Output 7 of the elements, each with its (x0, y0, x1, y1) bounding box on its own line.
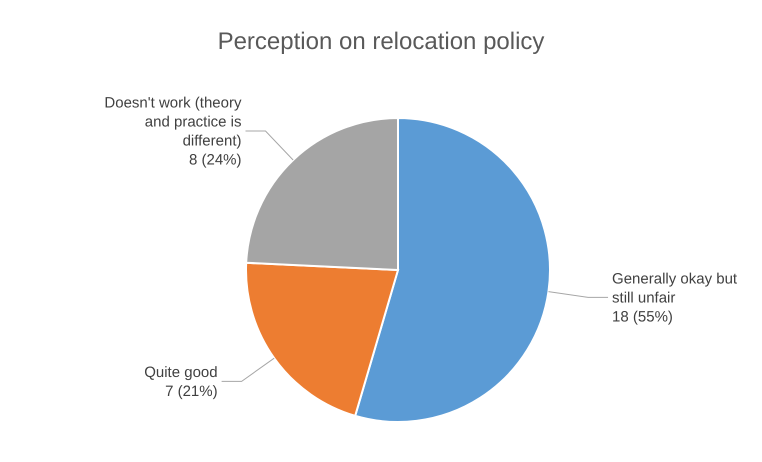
data-label: 8 (24%) (188, 151, 242, 168)
slice-label: Generally okay but still unfair (612, 270, 738, 306)
slice-label: Quite good (144, 363, 218, 380)
data-label: 7 (21%) (165, 382, 218, 400)
data-label: 18 (55%) (612, 308, 673, 325)
chart-title: Perception on relocation policy (216, 28, 546, 56)
slice-label: Doesn't work (theory and practice is different) (104, 94, 242, 150)
